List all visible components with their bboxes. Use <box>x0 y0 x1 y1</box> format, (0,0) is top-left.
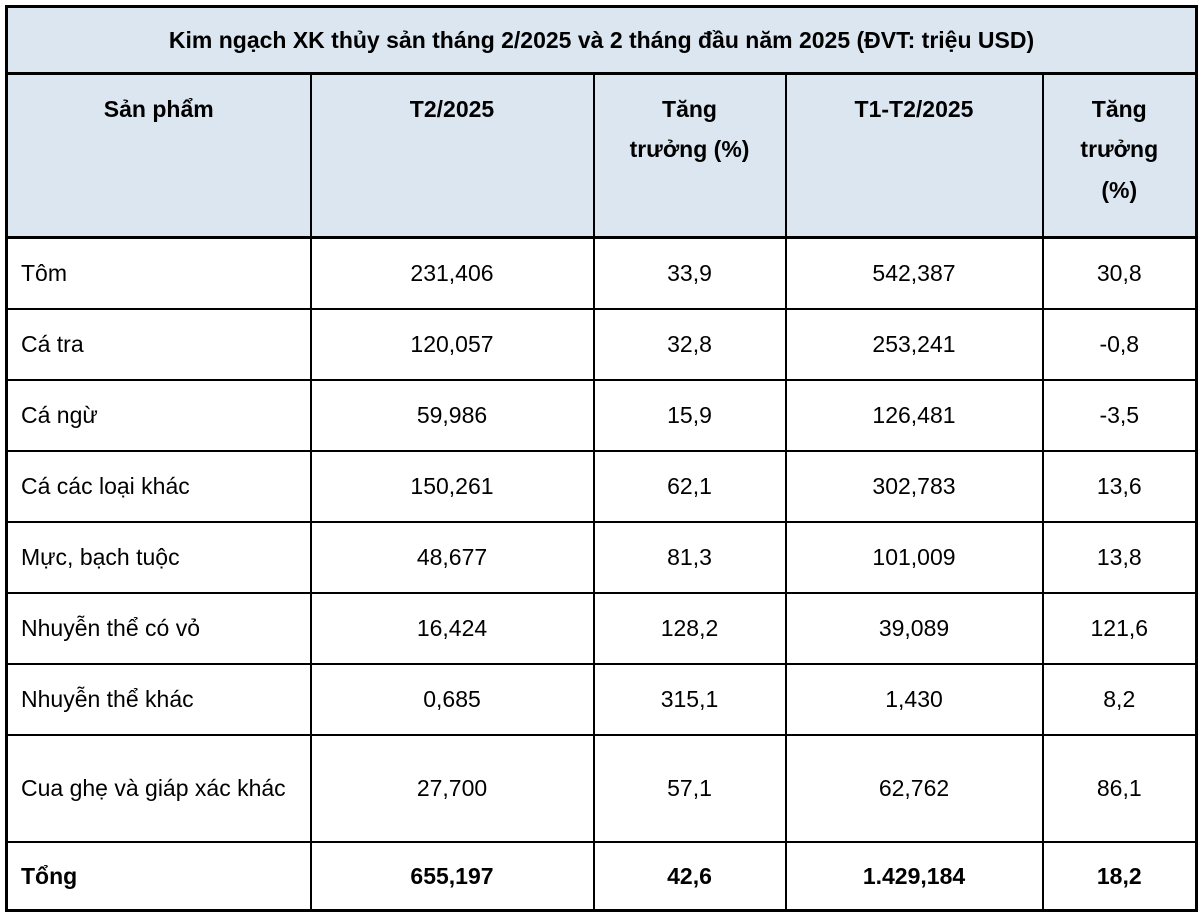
product-cell: Cá các loại khác <box>5 450 312 523</box>
value-cell: 121,6 <box>1041 592 1198 665</box>
column-header-t1-t2-2025: T1-T2/2025 <box>784 72 1044 239</box>
column-header-t2-2025: T2/2025 <box>309 72 595 239</box>
value-cell: 126,481 <box>784 379 1044 452</box>
product-cell: Cá ngừ <box>5 379 312 452</box>
value-cell: 59,986 <box>309 379 595 452</box>
value-cell: 39,089 <box>784 592 1044 665</box>
total-value-cell: 655,197 <box>309 841 595 912</box>
product-cell: Tôm <box>5 236 312 310</box>
table-row-cua-ghe: Cua ghẹ và giáp xác khác 27,700 57,1 62,… <box>5 734 1198 843</box>
product-cell: Nhuyễn thể có vỏ <box>5 592 312 665</box>
value-cell: 0,685 <box>309 663 595 736</box>
value-cell: 150,261 <box>309 450 595 523</box>
value-cell: 32,8 <box>592 308 787 381</box>
value-cell: 13,6 <box>1041 450 1198 523</box>
value-cell: 15,9 <box>592 379 787 452</box>
value-cell: 13,8 <box>1041 521 1198 594</box>
total-row: Tổng 655,197 42,6 1.429,184 18,2 <box>5 841 1198 912</box>
total-value-cell: 18,2 <box>1041 841 1198 912</box>
total-label: Tổng <box>5 841 312 912</box>
title-row: Kim ngạch XK thủy sản tháng 2/2025 và 2 … <box>5 5 1198 75</box>
value-cell: 302,783 <box>784 450 1044 523</box>
value-cell: 30,8 <box>1041 236 1198 310</box>
total-value-cell: 42,6 <box>592 841 787 912</box>
product-cell: Nhuyễn thể khác <box>5 663 312 736</box>
value-cell: 57,1 <box>592 734 787 843</box>
column-header-product: Sản phẩm <box>5 72 312 239</box>
value-cell: 62,1 <box>592 450 787 523</box>
value-cell: 542,387 <box>784 236 1044 310</box>
value-cell: 81,3 <box>592 521 787 594</box>
value-cell: 33,9 <box>592 236 787 310</box>
value-cell: 128,2 <box>592 592 787 665</box>
table-title: Kim ngạch XK thủy sản tháng 2/2025 và 2 … <box>5 5 1198 75</box>
value-cell: 86,1 <box>1041 734 1198 843</box>
table-row-nhuyen-the-co-vo: Nhuyễn thể có vỏ 16,424 128,2 39,089 121… <box>5 592 1198 665</box>
value-cell: -3,5 <box>1041 379 1198 452</box>
value-cell: 101,009 <box>784 521 1044 594</box>
value-cell: 120,057 <box>309 308 595 381</box>
product-cell: Cua ghẹ và giáp xác khác <box>5 734 312 843</box>
table-row-ca-tra: Cá tra 120,057 32,8 253,241 -0,8 <box>5 308 1198 381</box>
table-row-muc-bach-tuoc: Mực, bạch tuộc 48,677 81,3 101,009 13,8 <box>5 521 1198 594</box>
value-cell: 253,241 <box>784 308 1044 381</box>
table-row-ca-ngu: Cá ngừ 59,986 15,9 126,481 -3,5 <box>5 379 1198 452</box>
value-cell: 315,1 <box>592 663 787 736</box>
table-row-ca-cac-loai-khac: Cá các loại khác 150,261 62,1 302,783 13… <box>5 450 1198 523</box>
value-cell: 8,2 <box>1041 663 1198 736</box>
value-cell: 1,430 <box>784 663 1044 736</box>
total-value-cell: 1.429,184 <box>784 841 1044 912</box>
header-row: Sản phẩm T2/2025 Tăng trưởng (%) T1-T2/2… <box>5 72 1198 239</box>
value-cell: -0,8 <box>1041 308 1198 381</box>
value-cell: 48,677 <box>309 521 595 594</box>
value-cell: 231,406 <box>309 236 595 310</box>
value-cell: 27,700 <box>309 734 595 843</box>
seafood-export-table: Kim ngạch XK thủy sản tháng 2/2025 và 2 … <box>5 5 1199 912</box>
product-cell: Cá tra <box>5 308 312 381</box>
table-row-nhuyen-the-khac: Nhuyễn thể khác 0,685 315,1 1,430 8,2 <box>5 663 1198 736</box>
value-cell: 62,762 <box>784 734 1044 843</box>
table-row-tom: Tôm 231,406 33,9 542,387 30,8 <box>5 236 1198 310</box>
value-cell: 16,424 <box>309 592 595 665</box>
column-header-growth-t2: Tăng trưởng (%) <box>592 72 787 239</box>
product-cell: Mực, bạch tuộc <box>5 521 312 594</box>
column-header-growth-t1t2: Tăng trưởng (%) <box>1041 72 1198 239</box>
